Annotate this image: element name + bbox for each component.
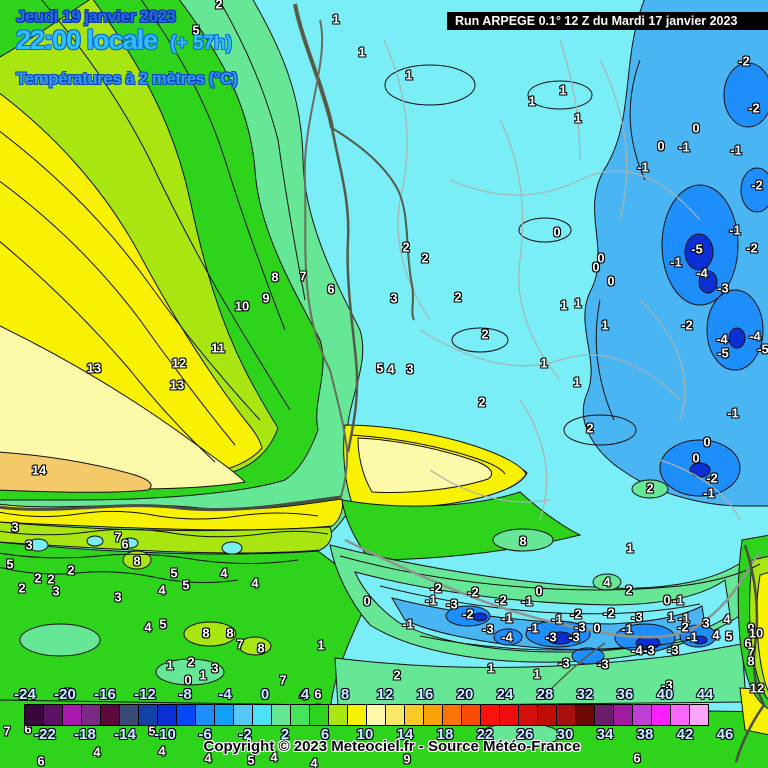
cold-region-east [582,0,768,507]
colorbar-tick: 28 [536,686,554,703]
colorbar-tick: -20 [54,686,76,703]
colorbar-tick: -10 [154,726,176,743]
parameter-title: Températures à 2 mètres (°C) [16,69,238,89]
pyrenees-border [344,538,761,639]
colorbar-cell [43,704,63,726]
colorbar-cell [518,704,538,726]
colorbar-tick: 12 [376,686,394,703]
colorbar-tick: 6 [320,726,330,743]
copyright-text: Copyright © 2023 Meteociel.fr - Source M… [203,738,581,755]
colorbar-cell [442,704,462,726]
colorbar-tick: 38 [636,726,654,743]
title-block: Jeudi 19 janvier 2023 22:00 locale (+ 57… [16,7,238,89]
garonne-river [330,127,359,453]
colorbar-cell [366,704,386,726]
colorbar-tick: 14 [396,726,414,743]
colorbar-cell [385,704,405,726]
colorbar-cell [556,704,576,726]
colorbar-tick: 10 [356,726,374,743]
colorbar-tick: 40 [656,686,674,703]
colorbar-tick: -6 [198,726,212,743]
colorbar-tick: -16 [94,686,116,703]
colorbar-cell [100,704,120,726]
colorbar-cell [575,704,595,726]
model-run-info: Run ARPEGE 0.1° 12 Z du Mardi 17 janvier… [455,14,738,28]
colorbar-cell [290,704,310,726]
dordogne-river [331,127,415,321]
colorbar-tick: 2 [280,726,290,743]
colorbar-tick: 30 [556,726,574,743]
colorbar-tick: 0 [260,686,270,703]
colorbar-cell [271,704,291,726]
spanish-coastline [0,495,342,512]
colorbar-tick: 46 [716,726,734,743]
colorbar-tick: -8 [178,686,192,703]
forecast-offset: (+ 57h) [170,32,232,54]
colorbar-cell [81,704,101,726]
date-line: Jeudi 19 janvier 2023 [16,7,176,26]
colorbar-cell [499,704,519,726]
colorbar-tick: 36 [616,686,634,703]
time-line: 22:00 locale (+ 57h) [16,26,237,54]
colorbar-tick: 44 [696,686,714,703]
colorbar-tick: 20 [456,686,474,703]
colorbar-cell [404,704,424,726]
colorbar-cell [24,704,44,726]
colorbar-cell [138,704,158,726]
colorbar-tick: -4 [218,686,232,703]
colorbar-tick: 18 [436,726,454,743]
warm-tongue [343,424,527,508]
colorbar-tick: 26 [516,726,534,743]
colorbar-cell [347,704,367,726]
colorbar-tick: 4 [300,686,310,703]
colorbar-tick: -14 [114,726,136,743]
atlantic-coastline [303,19,349,498]
colorbar-tick: 34 [596,726,614,743]
colorbar-tick: -18 [74,726,96,743]
colorbar-tick: 16 [416,686,434,703]
colorbar-cell [480,704,500,726]
colorbar-tick: -24 [14,686,36,703]
colorbar-cell [461,704,481,726]
colorbar-cell [423,704,443,726]
colorbar-cell [328,704,348,726]
colorbar-cell [252,704,272,726]
gironde-estuary [293,3,334,129]
colorbar-cell [689,704,709,726]
department-borders [383,39,741,521]
colorbar-tick: -2 [238,726,252,743]
local-time: 22:00 locale [16,24,158,55]
temperature-colorbar [24,704,709,726]
colorbar-cell [594,704,614,726]
colorbar-tick: 22 [476,726,494,743]
model-run-bar: Run ARPEGE 0.1° 12 Z du Mardi 17 janvier… [447,12,768,30]
colorbar-tick: 32 [576,686,594,703]
colorbar-tick: 42 [676,726,694,743]
colorbar-cell [214,704,234,726]
colorbar-cell [309,704,329,726]
colorbar-cell [119,704,139,726]
colorbar-tick: -22 [34,726,56,743]
colorbar-cell [157,704,177,726]
mediterranean-coastline [734,544,766,763]
segre-river [539,642,606,701]
rivers-coasts [0,3,766,763]
colorbar-tick: 8 [340,686,350,703]
colorbar-tick: 24 [496,686,514,703]
colorbar-cell [62,704,82,726]
colorbar-cell [670,704,690,726]
colorbar-cell [176,704,196,726]
colorbar-cell [537,704,557,726]
colorbar-cell [233,704,253,726]
colorbar-cell [613,704,633,726]
colorbar-cell [651,704,671,726]
colorbar-cell [195,704,215,726]
colorbar-tick: -12 [134,686,156,703]
colorbar-cell [632,704,652,726]
